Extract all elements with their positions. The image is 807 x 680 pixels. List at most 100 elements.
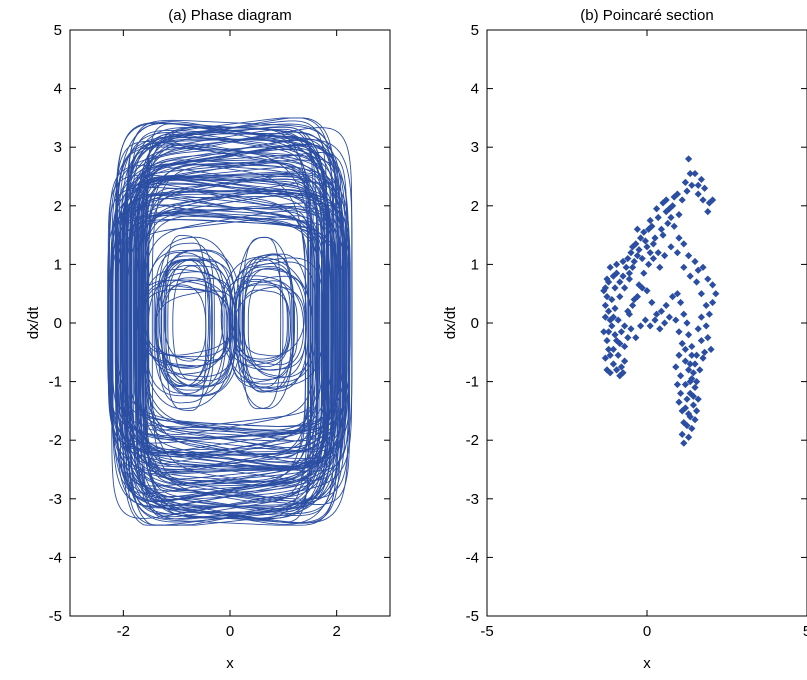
phase-orbit-loop [220, 256, 313, 390]
phase-trajectory-series [107, 117, 353, 526]
poincare-point [624, 254, 632, 263]
poincare-point [609, 313, 617, 321]
phase-orbit-loop [247, 275, 307, 371]
phase-orbit-loop [124, 142, 333, 504]
poincare-point [673, 190, 681, 198]
poincare-point [635, 246, 643, 254]
poincare-point [686, 169, 694, 178]
y-tick-label: 0 [471, 315, 479, 332]
poincare-point [643, 243, 651, 251]
poincare-point [632, 334, 640, 342]
poincare-point [667, 213, 675, 222]
y-tick-label: 2 [471, 198, 479, 215]
poincare-point [664, 219, 672, 227]
poincare-point [638, 254, 646, 263]
poincare-point [681, 345, 689, 353]
poincare-point [675, 351, 683, 359]
poincare-point [616, 293, 624, 301]
poincare-point [694, 190, 702, 198]
phase-orbit-loop [129, 178, 335, 468]
poincare-point [685, 252, 693, 260]
phase-orbit-loop [151, 161, 313, 485]
y-tick-label: 1 [54, 256, 62, 273]
y-tick-label: -4 [466, 549, 479, 566]
poincare-point [605, 278, 613, 286]
poincare-section-title: (b) Poincaré section [580, 7, 713, 24]
poincare-point [675, 398, 683, 406]
poincare-point [621, 322, 629, 330]
poincare-point [665, 313, 673, 321]
poincare-point [651, 316, 659, 324]
poincare-point [688, 351, 696, 359]
poincare-point [616, 278, 624, 286]
poincare-section-ylabel: dx/dt [442, 306, 459, 339]
poincare-section-ticks: -5 0 5 -5 -4 -3 -2 -1 0 1 2 3 4 5 [466, 22, 807, 640]
poincare-point [680, 439, 688, 447]
phase-orbit-loop [141, 236, 237, 410]
y-tick-label: -2 [466, 432, 479, 449]
poincare-point [693, 351, 701, 359]
poincare-point [637, 322, 645, 330]
poincare-point [633, 293, 641, 301]
poincare-point [614, 351, 622, 359]
poincare-point [677, 389, 685, 397]
poincare-point [656, 263, 664, 271]
poincare-point [675, 234, 683, 242]
poincare-point [624, 334, 632, 342]
poincare-point [646, 249, 654, 257]
poincare-point [661, 252, 669, 260]
poincare-point [606, 369, 614, 377]
y-tick-label: -5 [466, 608, 479, 625]
y-tick-label: 3 [471, 139, 479, 156]
poincare-point [685, 155, 693, 163]
poincare-point [643, 287, 651, 295]
poincare-point [629, 243, 637, 251]
poincare-point [670, 222, 678, 230]
poincare-point [688, 424, 696, 433]
poincare-point [651, 234, 659, 242]
poincare-point [611, 331, 619, 339]
y-tick-label: 0 [54, 315, 62, 332]
x-tick-label: 0 [226, 623, 234, 640]
phase-orbit-loop [133, 148, 322, 498]
poincare-point [609, 272, 617, 280]
poincare-point [641, 237, 649, 245]
poincare-point [640, 269, 648, 277]
poincare-point [608, 322, 616, 330]
poincare-point [645, 260, 653, 268]
poincare-point [617, 363, 625, 371]
poincare-point [629, 301, 637, 310]
poincare-point [691, 416, 699, 424]
poincare-point [683, 319, 691, 327]
poincare-point [681, 178, 689, 186]
poincare-point [683, 421, 691, 430]
poincare-point [654, 213, 662, 222]
poincare-point [709, 298, 717, 307]
poincare-point [625, 310, 633, 318]
x-tick-label: -2 [117, 623, 130, 640]
poincare-point [614, 316, 622, 324]
poincare-point [709, 281, 717, 289]
y-tick-label: -4 [49, 549, 62, 566]
poincare-point [661, 319, 669, 327]
poincare-point [678, 339, 686, 348]
poincare-section-frame [486, 29, 807, 617]
poincare-point [683, 187, 691, 195]
y-tick-label: 5 [471, 22, 479, 39]
phase-orbit-loop [155, 277, 224, 369]
phase-orbit-loop [167, 258, 234, 388]
poincare-point [603, 275, 611, 283]
poincare-point [641, 316, 649, 324]
poincare-point [665, 205, 673, 213]
phase-diagram-ticks: -2 0 2 -5 -4 -3 -2 -1 0 1 2 3 4 5 [49, 22, 390, 640]
poincare-point [611, 304, 619, 312]
poincare-point [630, 295, 638, 304]
poincare-point [625, 275, 633, 283]
poincare-section-xlabel: x [643, 655, 651, 672]
y-tick-label: 2 [54, 198, 62, 215]
poincare-point [681, 357, 689, 365]
phase-orbit-loop [134, 195, 325, 451]
phase-orbit-loop [141, 179, 319, 467]
poincare-point [646, 216, 654, 225]
